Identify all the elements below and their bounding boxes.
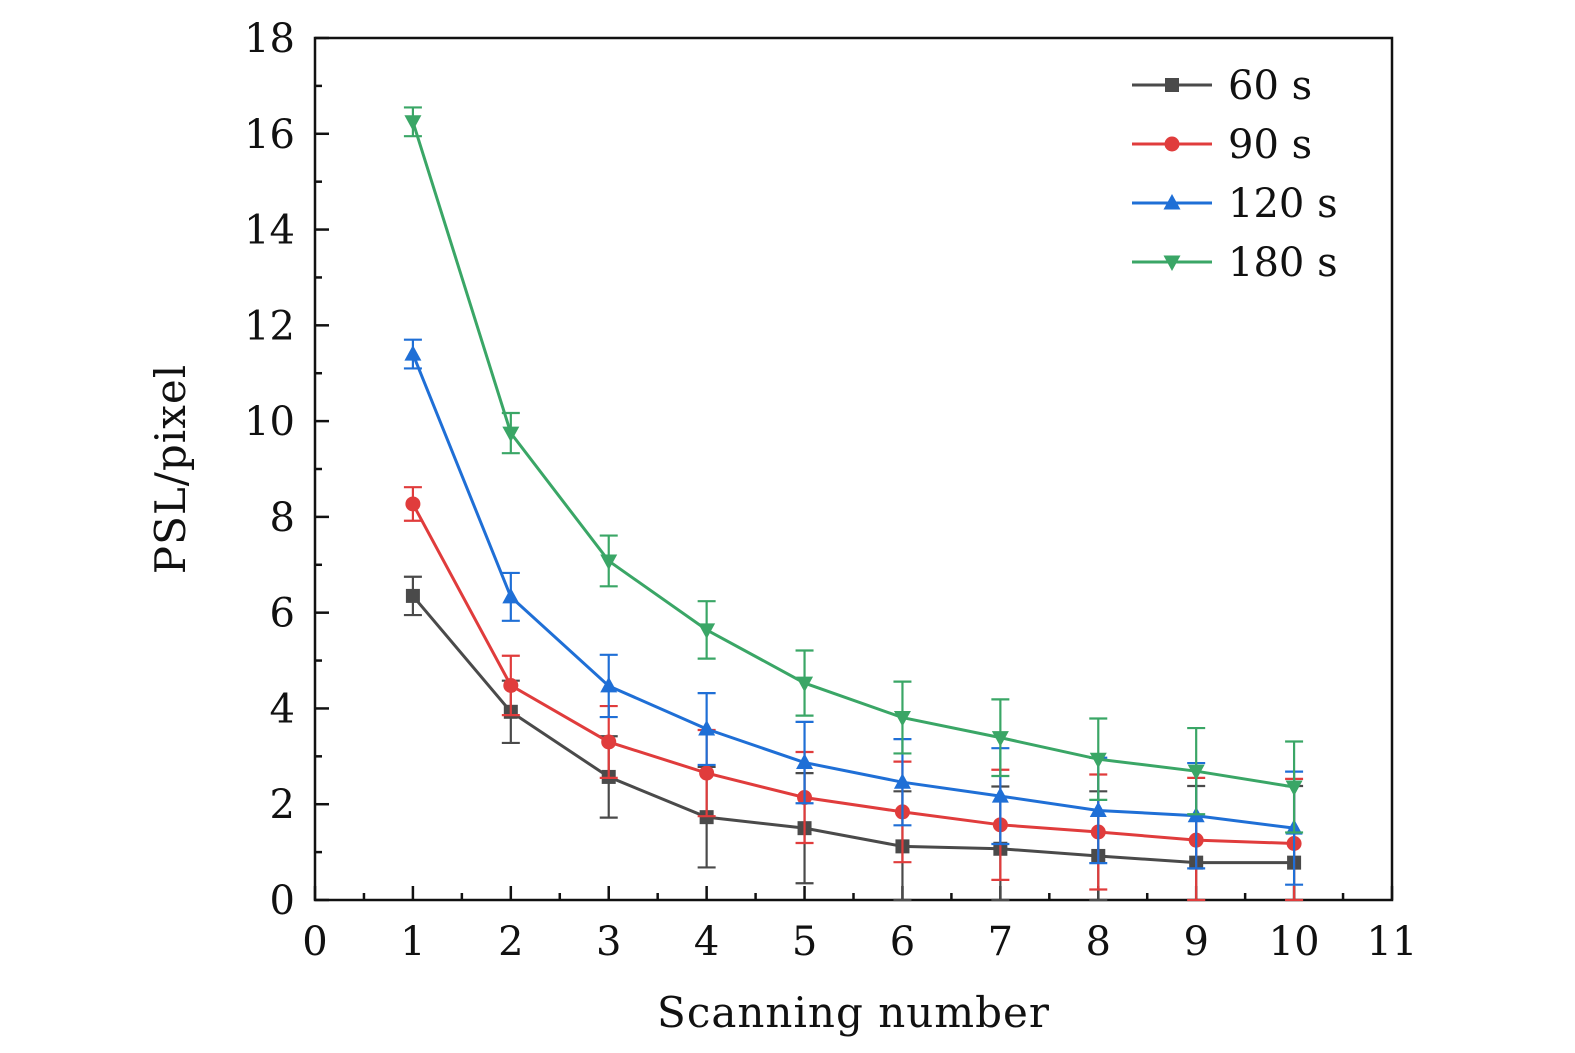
series-line [411,121,1295,789]
series-180s [403,106,1304,834]
series-line [411,594,1295,865]
data-point [893,711,911,727]
series-120s [403,338,1304,886]
x-tick-label: 6 [890,919,915,965]
series-60s [403,575,1304,902]
legend-label: 90 s [1228,122,1312,168]
y-tick-label: 14 [244,208,295,254]
data-point [991,787,1009,803]
legend-marker [1163,194,1181,210]
series-line [411,353,1295,830]
data-point [600,676,618,693]
x-tick-label: 4 [694,919,719,965]
y-tick-label: 6 [270,591,295,637]
data-point [699,765,715,781]
legend-marker [1165,78,1179,92]
data-point [698,720,716,736]
plot-area [403,106,1304,902]
y-axis-title: PSL/pixel [146,364,195,574]
data-point [502,587,520,604]
x-tick-label: 2 [498,919,523,965]
data-point [503,677,519,693]
y-tick-label: 12 [244,303,295,349]
data-point [1089,752,1107,769]
data-point [502,426,520,443]
legend-item: 120 s [1132,181,1338,227]
data-point [601,734,617,750]
y-tick-label: 8 [270,495,295,541]
series-line [411,503,1295,845]
x-tick-label: 7 [988,919,1013,965]
y-tick-label: 18 [244,16,295,62]
data-point [796,676,814,693]
x-tick-label: 10 [1269,919,1320,965]
x-tick-label: 8 [1086,919,1111,965]
legend-label: 180 s [1228,240,1338,286]
legend: 60 s 90 s 120 s 180 s [1132,63,1338,286]
x-tick-label: 0 [302,919,327,965]
y-tick-label: 4 [270,686,295,732]
legend-marker [1163,255,1181,271]
y-tick-label: 2 [270,782,295,828]
x-tick-label: 3 [596,919,621,965]
legend-item: 90 s [1132,122,1312,168]
data-point [600,554,618,570]
legend-marker [1164,136,1180,152]
data-point [405,496,421,512]
data-point [1187,764,1205,781]
data-point [1089,801,1107,817]
legend-item: 60 s [1132,63,1312,109]
x-axis-title: Scanning number [657,988,1050,1037]
data-point [698,623,716,639]
y-tick-label: 16 [244,112,295,158]
y-tick-label: 0 [270,878,295,924]
data-point [404,345,422,361]
data-point [404,115,422,131]
x-tick-label: 9 [1183,919,1208,965]
data-point [893,773,911,789]
x-tick-label: 5 [792,919,817,965]
data-point [405,588,420,603]
x-tick-label: 11 [1367,919,1418,965]
data-point [1285,780,1303,796]
x-tick-label: 1 [400,919,425,965]
legend-label: 60 s [1228,63,1312,109]
data-point [796,753,814,770]
y-tick-label: 10 [244,399,295,445]
legend-item: 180 s [1132,240,1338,286]
data-point [991,731,1009,747]
legend-label: 120 s [1228,181,1338,227]
